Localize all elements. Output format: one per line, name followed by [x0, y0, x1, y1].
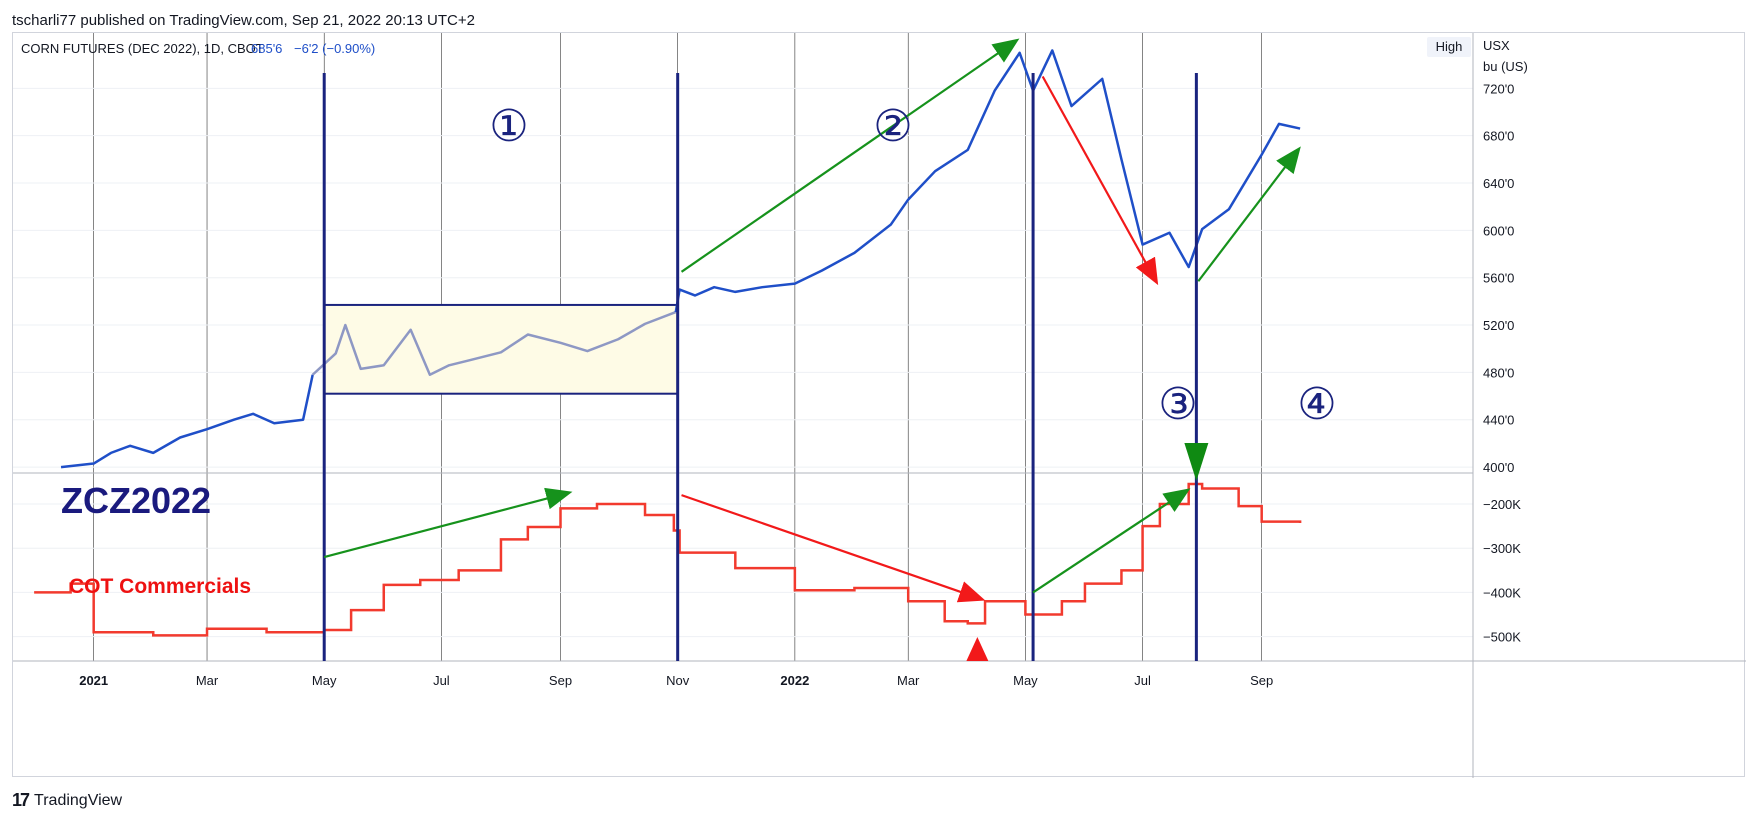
unit-label: bu (US): [1483, 59, 1528, 74]
price-y-tick-label: 720'0: [1483, 81, 1514, 96]
phase-2-label: ②: [873, 101, 912, 152]
x-tick-label: 2021: [79, 673, 108, 688]
cot-series-layer: [34, 482, 1302, 637]
cot-line: [34, 482, 1302, 637]
axes: 2021 Mar May Jul Sep Nov 2022 Mar May Jul Sep 400'0…: [79, 81, 1521, 688]
range-box-layer: [323, 303, 679, 395]
price-y-tick-label: 640'0: [1483, 176, 1514, 191]
x-tick-label: May: [312, 673, 337, 688]
cot-high-triangle: [1184, 443, 1209, 481]
price-y-tick-label: 480'0: [1483, 365, 1514, 380]
x-tick-label: Sep: [549, 673, 572, 688]
price-line: [60, 374, 314, 469]
tradingview-brand: TradingView: [34, 791, 123, 809]
trend-arrow: [680, 38, 1020, 273]
trend-arrow: [1197, 146, 1301, 282]
x-tick-label: Jul: [433, 673, 450, 688]
cot-label: COT Commercials: [69, 575, 251, 598]
scale-high-button-bg[interactable]: [1427, 37, 1471, 57]
legend-change: −6'2 (−0.90%): [294, 41, 375, 56]
cot-y-tick-label: −500K: [1483, 630, 1521, 645]
tradingview-logo[interactable]: 17 TradingView: [12, 790, 122, 811]
price-series-layer: [60, 49, 1301, 469]
x-tick-label: 2022: [780, 673, 809, 688]
trend-arrow: [1032, 488, 1191, 594]
cot-y-tick-label: −400K: [1483, 585, 1521, 600]
currency-label: USX: [1483, 38, 1510, 53]
x-tick-label: Nov: [666, 673, 690, 688]
price-line: [674, 49, 1301, 313]
vertical-markers: [322, 73, 1198, 661]
phase-4-label: ④: [1297, 379, 1336, 430]
price-y-tick-label: 680'0: [1483, 129, 1514, 144]
cot-low-triangle: [966, 637, 989, 661]
phase-1-label: ①: [489, 101, 528, 152]
x-tick-label: Sep: [1250, 673, 1273, 688]
x-tick-label: Jul: [1134, 673, 1151, 688]
legend-symbol: CORN FUTURES (DEC 2022), 1D, CBOT: [21, 41, 264, 56]
cot-y-tick-label: −300K: [1483, 541, 1521, 556]
trend-arrow: [1041, 75, 1159, 286]
cot-y-tick-label: −200K: [1483, 497, 1521, 512]
scale-high-button[interactable]: High: [1436, 39, 1463, 54]
phase-3-label: ③: [1158, 379, 1197, 430]
chart-canvas[interactable]: 2021 Mar May Jul Sep Nov 2022 Mar May Jul Sep 400'0…: [13, 33, 1746, 778]
x-tick-label: Mar: [897, 673, 920, 688]
x-tick-label: Mar: [196, 673, 219, 688]
trend-arrows: [323, 38, 1301, 661]
chart-frame[interactable]: 2021 Mar May Jul Sep Nov 2022 Mar May Jul Sep 400'0…: [12, 32, 1746, 778]
price-y-tick-label: 560'0: [1483, 271, 1514, 286]
price-line: [311, 310, 677, 377]
trend-arrow: [681, 494, 986, 603]
publisher-line: tscharli77 published on TradingView.com,…: [12, 12, 475, 29]
price-y-tick-label: 520'0: [1483, 318, 1514, 333]
price-y-tick-label: 440'0: [1483, 413, 1514, 428]
tradingview-logo-icon: 17: [12, 790, 30, 810]
range-box: [323, 303, 679, 395]
ticker-label: ZCZ2022: [61, 480, 211, 521]
legend-last: 685'6: [251, 41, 282, 56]
trend-arrow: [323, 487, 573, 559]
x-tick-label: May: [1013, 673, 1038, 688]
price-y-tick-label: 400'0: [1483, 460, 1514, 475]
price-y-tick-label: 600'0: [1483, 223, 1514, 238]
